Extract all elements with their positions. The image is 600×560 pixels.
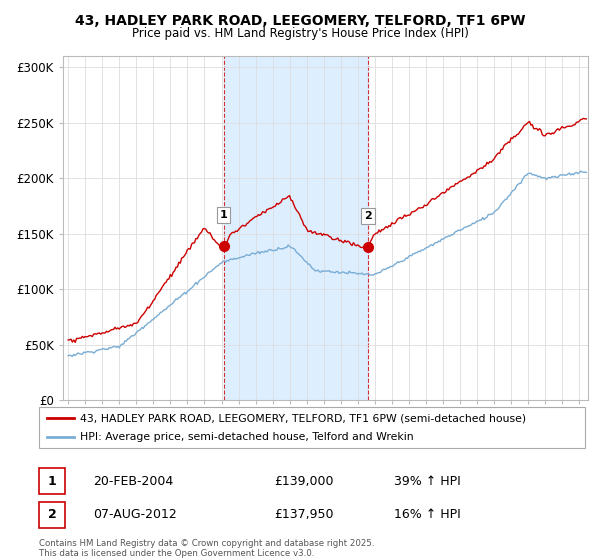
Text: 16% ↑ HPI: 16% ↑ HPI — [394, 508, 461, 521]
Text: 1: 1 — [220, 210, 227, 220]
Text: 43, HADLEY PARK ROAD, LEEGOMERY, TELFORD, TF1 6PW: 43, HADLEY PARK ROAD, LEEGOMERY, TELFORD… — [75, 14, 525, 28]
Text: 1: 1 — [48, 474, 56, 488]
Text: £139,000: £139,000 — [274, 474, 333, 488]
Text: 43, HADLEY PARK ROAD, LEEGOMERY, TELFORD, TF1 6PW (semi-detached house): 43, HADLEY PARK ROAD, LEEGOMERY, TELFORD… — [80, 413, 526, 423]
Text: 2: 2 — [48, 508, 56, 521]
FancyBboxPatch shape — [39, 468, 65, 494]
Text: 07-AUG-2012: 07-AUG-2012 — [94, 508, 178, 521]
FancyBboxPatch shape — [39, 502, 65, 528]
Text: 39% ↑ HPI: 39% ↑ HPI — [394, 474, 461, 488]
Text: 20-FEB-2004: 20-FEB-2004 — [94, 474, 174, 488]
Bar — [224, 56, 368, 400]
Text: £137,950: £137,950 — [274, 508, 333, 521]
Text: HPI: Average price, semi-detached house, Telford and Wrekin: HPI: Average price, semi-detached house,… — [80, 432, 413, 442]
Text: Price paid vs. HM Land Registry's House Price Index (HPI): Price paid vs. HM Land Registry's House … — [131, 27, 469, 40]
Text: Contains HM Land Registry data © Crown copyright and database right 2025.
This d: Contains HM Land Registry data © Crown c… — [39, 539, 374, 558]
Text: 2: 2 — [364, 211, 372, 221]
FancyBboxPatch shape — [39, 407, 585, 448]
